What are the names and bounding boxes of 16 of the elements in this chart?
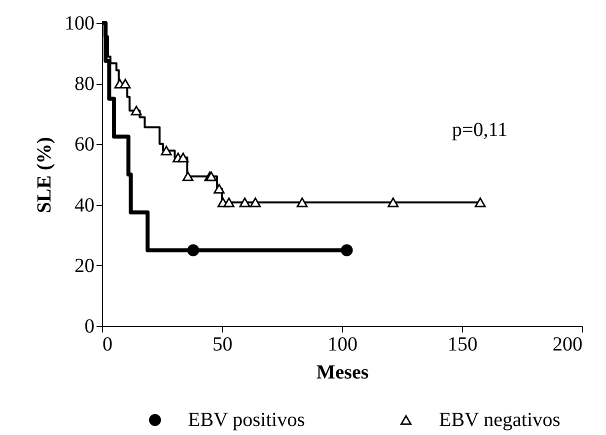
- legend-label: EBV positivos: [188, 409, 306, 431]
- annotation: p=0,11: [452, 119, 508, 141]
- y-tick-label: 20: [74, 254, 94, 277]
- y-tick-label: 40: [74, 194, 94, 216]
- x-tick-label: 200: [552, 334, 582, 356]
- x-tick-label: 100: [328, 334, 358, 356]
- x-tick-label: 0: [102, 334, 112, 356]
- x-tick-label: 50: [212, 334, 232, 356]
- x-axis-title: Meses: [316, 362, 369, 384]
- y-axis-title: SLE (%): [34, 136, 56, 214]
- y-tick-label: 60: [74, 134, 94, 156]
- legend-label: EBV negativos: [439, 409, 561, 431]
- y-tick-label: 100: [64, 12, 94, 34]
- x-tick-label: 150: [448, 334, 478, 356]
- y-tick-label: 80: [74, 73, 94, 96]
- y-tick-label: 0: [84, 316, 94, 338]
